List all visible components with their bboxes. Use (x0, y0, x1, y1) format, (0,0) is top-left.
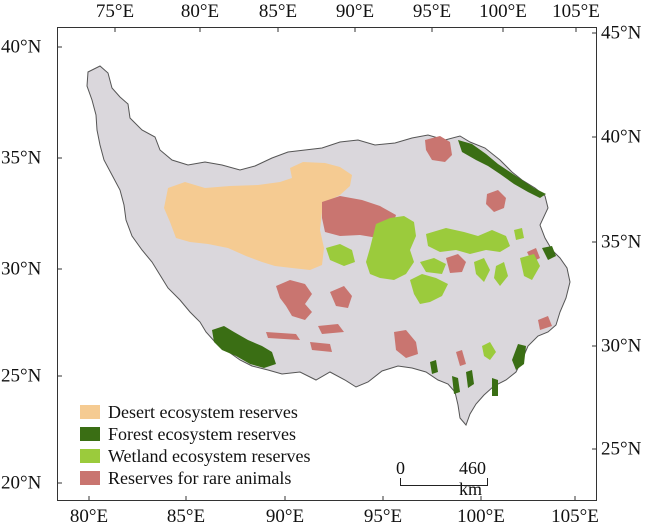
legend-item-forest: Forest ecosystem reserves (80, 423, 310, 445)
legend-swatch-rare-animals (80, 471, 100, 485)
bottom-lon-label-85: 85°E (166, 506, 206, 527)
forest-reserve-east-b (512, 344, 526, 370)
left-lat-label-25: 25°N (1, 365, 42, 387)
desert-reserve-changtang (164, 162, 352, 270)
scale-bar: 0 460 km (396, 458, 488, 499)
rare-reserve-southwest-b (330, 286, 352, 308)
wetland-reserve-south-a (410, 274, 448, 304)
left-lat-label-20: 20°N (1, 472, 42, 494)
top-lon-label-95: 95°E (412, 1, 452, 22)
bottom-lon-label-105: 105°E (551, 506, 599, 527)
wetland-reserve-east-a (474, 258, 490, 282)
legend-swatch-forest (80, 427, 100, 441)
wetland-reserve-north-dot (514, 228, 524, 240)
top-lon-label-85: 85°E (258, 1, 298, 22)
map-legend: Desert ecosystem reserves Forest ecosyst… (80, 401, 310, 489)
legend-label-desert: Desert ecosystem reserves (108, 401, 298, 422)
rare-reserve-southeast (394, 330, 418, 358)
wetland-reserve-sanjiangyuan (366, 216, 416, 280)
wetland-reserve-zoige (426, 228, 510, 254)
wetland-reserves (326, 216, 540, 360)
rare-reserve-qaidam (486, 190, 506, 212)
top-lon-label-100: 100°E (479, 1, 527, 22)
forest-reserve-south-a (430, 360, 438, 374)
left-lat-label-30: 30°N (1, 258, 42, 280)
bottom-lon-label-95: 95°E (363, 506, 403, 527)
scale-zero-label: 0 (396, 458, 405, 478)
forest-reserve-qilian (458, 140, 546, 198)
tick-marks (57, 27, 597, 501)
rare-reserve-southwest-a (276, 280, 312, 320)
legend-label-wetland: Wetland ecosystem reserves (108, 445, 311, 466)
rare-reserve-south-strip-a (266, 332, 300, 340)
forest-reserve-himalaya (212, 326, 276, 368)
forest-reserve-east-a (542, 246, 556, 260)
left-lat-label-35: 35°N (1, 147, 42, 169)
rare-reserve-south-strip-b (318, 324, 344, 334)
right-lat-label-45: 45°N (601, 22, 642, 44)
wetland-reserve-east-c (520, 254, 540, 280)
wetland-reserve-west-lake (326, 244, 355, 266)
legend-item-wetland: Wetland ecosystem reserves (80, 445, 310, 467)
map-canvas (57, 27, 597, 501)
wetland-reserve-east-b (494, 262, 508, 286)
rare-reserve-south-small (456, 350, 466, 366)
forest-reserves (212, 140, 556, 396)
forest-reserve-south-b (452, 376, 460, 394)
wetland-reserve-south-b (420, 258, 446, 274)
bottom-lon-label-90: 90°E (265, 506, 305, 527)
legend-label-forest: Forest ecosystem reserves (108, 423, 296, 444)
scale-bar-line (400, 478, 488, 486)
rare-reserve-south-strip-c (310, 342, 332, 352)
right-lat-label-25: 25°N (601, 438, 642, 460)
rare-reserve-east (446, 254, 466, 273)
rare-reserve-east-edge (538, 316, 552, 330)
bottom-lon-label-80: 80°E (69, 506, 109, 527)
legend-swatch-wetland (80, 449, 100, 463)
top-lon-label-75: 75°E (95, 1, 135, 22)
top-lon-label-90: 90°E (335, 1, 375, 22)
right-lat-label-40: 40°N (601, 126, 642, 148)
scale-max-label: 460 km (459, 458, 486, 499)
left-lat-label-40: 40°N (1, 36, 42, 58)
rare-reserve-northeast (425, 136, 452, 162)
legend-label-rare-animals: Reserves for rare animals (108, 467, 292, 488)
legend-item-rare-animals: Reserves for rare animals (80, 467, 310, 489)
legend-item-desert: Desert ecosystem reserves (80, 401, 310, 423)
forest-reserve-south-c (466, 370, 474, 388)
right-lat-label-30: 30°N (601, 335, 642, 357)
bottom-lon-label-100: 100°E (457, 506, 505, 527)
right-lat-label-35: 35°N (601, 231, 642, 253)
forest-reserve-south-d (492, 378, 498, 396)
top-lon-label-80: 80°E (180, 1, 220, 22)
top-lon-label-105: 105°E (552, 1, 600, 22)
wetland-reserve-south-c (482, 342, 496, 360)
legend-swatch-desert (80, 405, 100, 419)
